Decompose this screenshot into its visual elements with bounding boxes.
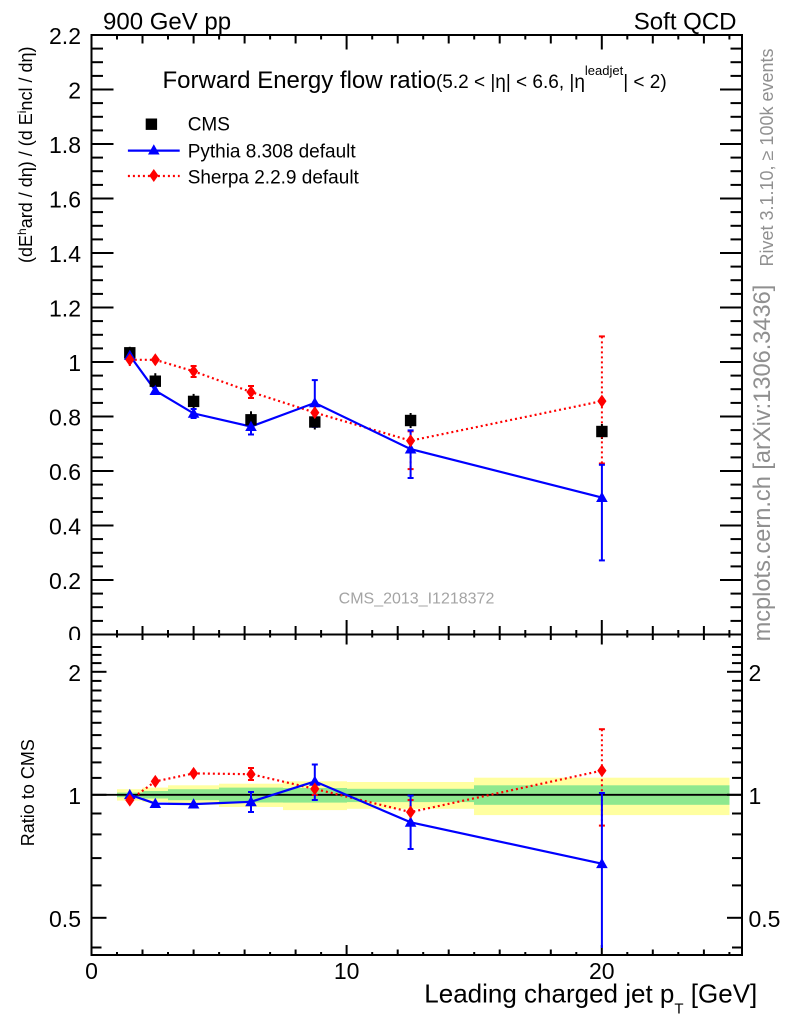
svg-text:1.6: 1.6	[49, 187, 81, 213]
svg-text:10: 10	[334, 958, 360, 984]
svg-text:1: 1	[749, 783, 762, 809]
svg-text:900 GeV pp: 900 GeV pp	[103, 8, 231, 35]
svg-text:Pythia 8.308 default: Pythia 8.308 default	[188, 142, 357, 163]
svg-text:1.4: 1.4	[49, 241, 81, 267]
svg-text:0.4: 0.4	[49, 514, 81, 540]
svg-text:0.5: 0.5	[749, 906, 781, 932]
svg-text:Sherpa 2.2.9 default: Sherpa 2.2.9 default	[188, 168, 360, 189]
svg-text:0: 0	[68, 622, 81, 648]
svg-text:2: 2	[749, 660, 762, 686]
svg-text:20: 20	[589, 958, 615, 984]
svg-text:0.6: 0.6	[49, 459, 81, 485]
svg-text:CMS: CMS	[188, 114, 230, 135]
svg-text:2: 2	[68, 78, 81, 104]
svg-text:0: 0	[85, 958, 98, 984]
svg-text:0.2: 0.2	[49, 568, 81, 594]
svg-text:mcplots.cern.ch [arXiv:1306.34: mcplots.cern.ch [arXiv:1306.3436]	[750, 285, 776, 642]
svg-text:1.2: 1.2	[49, 296, 81, 322]
svg-text:Soft QCD: Soft QCD	[634, 8, 737, 35]
svg-text:CMS_2013_I1218372: CMS_2013_I1218372	[339, 591, 495, 608]
svg-text:(dEhard / dη) / (d Eincl / dη): (dEhard / dη) / (d Eincl / dη)	[15, 47, 36, 263]
svg-text:Ratio to CMS: Ratio to CMS	[18, 739, 38, 846]
svg-text:0.5: 0.5	[49, 906, 81, 932]
svg-text:2: 2	[68, 660, 81, 686]
svg-text:Rivet 3.1.10, ≥ 100k events: Rivet 3.1.10, ≥ 100k events	[757, 48, 777, 266]
svg-text:1: 1	[68, 350, 81, 376]
svg-text:0.8: 0.8	[49, 405, 81, 431]
svg-text:1.8: 1.8	[49, 132, 81, 158]
svg-text:Forward Energy flow ratio(5.2: Forward Energy flow ratio(5.2 < |η| < 6.…	[163, 63, 667, 94]
svg-text:2.2: 2.2	[49, 23, 81, 49]
svg-text:1: 1	[68, 783, 81, 809]
